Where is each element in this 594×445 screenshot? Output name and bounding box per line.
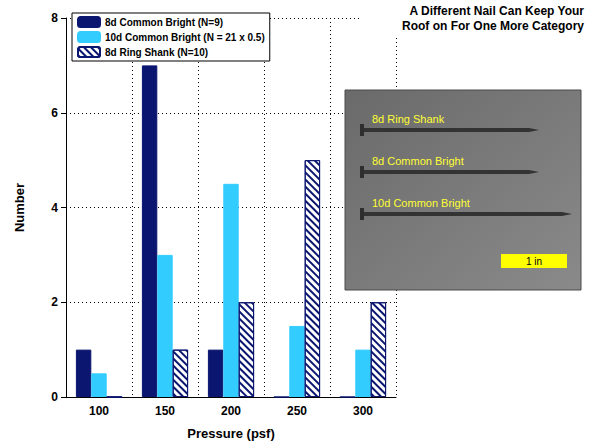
svg-text:Number: Number bbox=[12, 183, 27, 232]
svg-text:2: 2 bbox=[51, 295, 58, 309]
svg-text:4: 4 bbox=[51, 201, 58, 215]
svg-text:150: 150 bbox=[155, 404, 175, 418]
svg-text:A Different Nail Can Keep Your: A Different Nail Can Keep Your bbox=[410, 4, 585, 18]
svg-text:Roof on For One More Category: Roof on For One More Category bbox=[402, 19, 584, 33]
svg-text:1 in: 1 in bbox=[526, 256, 542, 267]
svg-text:0: 0 bbox=[51, 390, 58, 404]
svg-text:100: 100 bbox=[89, 404, 109, 418]
svg-text:8: 8 bbox=[51, 11, 58, 25]
svg-text:Pressure (psf): Pressure (psf) bbox=[187, 426, 274, 441]
svg-text:10d Common Bright (N = 21 x 0.: 10d Common Bright (N = 21 x 0.5) bbox=[105, 32, 265, 43]
svg-text:200: 200 bbox=[221, 404, 241, 418]
svg-text:8d Ring Shank (N=10): 8d Ring Shank (N=10) bbox=[105, 47, 208, 58]
svg-text:8d Ring Shank: 8d Ring Shank bbox=[372, 113, 445, 125]
svg-text:8d Common Bright (N=9): 8d Common Bright (N=9) bbox=[105, 17, 223, 28]
svg-text:6: 6 bbox=[51, 106, 58, 120]
svg-text:300: 300 bbox=[353, 404, 373, 418]
svg-text:10d Common Bright: 10d Common Bright bbox=[372, 197, 470, 209]
svg-text:8d Common Bright: 8d Common Bright bbox=[372, 155, 464, 167]
svg-text:250: 250 bbox=[287, 404, 307, 418]
